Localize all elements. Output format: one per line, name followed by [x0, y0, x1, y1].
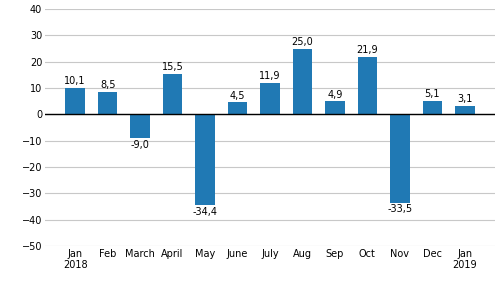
- Bar: [292, 49, 312, 114]
- Bar: [66, 88, 85, 114]
- Text: 15,5: 15,5: [162, 62, 184, 72]
- Bar: [260, 83, 280, 114]
- Text: -33,5: -33,5: [388, 204, 412, 214]
- Bar: [196, 114, 215, 205]
- Text: 8,5: 8,5: [100, 80, 116, 90]
- Bar: [228, 103, 248, 114]
- Bar: [422, 101, 442, 114]
- Bar: [98, 92, 117, 114]
- Bar: [455, 106, 474, 114]
- Bar: [163, 74, 182, 114]
- Text: 5,1: 5,1: [424, 89, 440, 99]
- Text: 3,1: 3,1: [457, 94, 472, 104]
- Text: -34,4: -34,4: [192, 207, 218, 217]
- Text: 21,9: 21,9: [356, 45, 378, 55]
- Text: 4,5: 4,5: [230, 91, 246, 100]
- Text: 10,1: 10,1: [64, 76, 86, 86]
- Bar: [130, 114, 150, 138]
- Text: 25,0: 25,0: [292, 37, 314, 47]
- Bar: [390, 114, 409, 202]
- Bar: [325, 101, 344, 114]
- Bar: [358, 57, 377, 114]
- Text: 11,9: 11,9: [260, 71, 281, 81]
- Text: -9,0: -9,0: [130, 140, 150, 150]
- Text: 4,9: 4,9: [327, 90, 342, 100]
